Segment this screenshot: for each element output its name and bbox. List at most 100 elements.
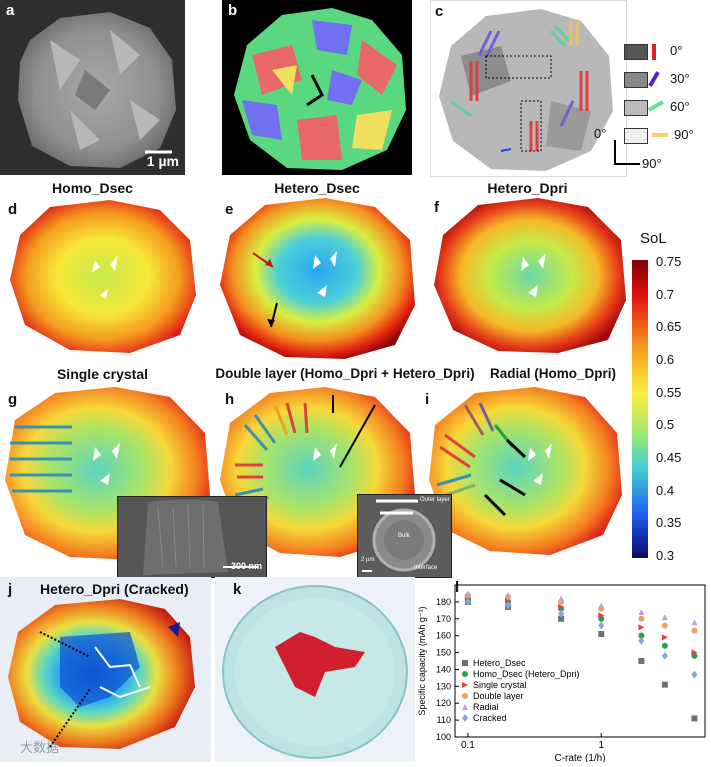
axis-v-line	[614, 140, 616, 164]
capacity-chart: 100 110 120 130 140 150 160 170 180 0.1 1 C-rate (1…	[417, 584, 706, 764]
panel-b: b	[222, 0, 412, 175]
panel-letter-d: d	[8, 201, 18, 218]
y-tick-label: 150	[436, 648, 451, 658]
data-point	[661, 614, 668, 621]
colorbar: SoL 0.75 0.7 0.65 0.6 0.55 0.5 0.45 0.4 0.35 0.3	[630, 230, 711, 563]
axis-h-label: 90°	[642, 156, 662, 171]
panel-letter-g: g	[8, 391, 18, 408]
colorbar-tick: 0.4	[656, 482, 675, 498]
caption-hetero-dsec: Hetero_Dsec	[274, 180, 360, 196]
colorbar-gradient	[632, 260, 648, 558]
legend-entry: Homo_Dsec (Hetero_Dpri)	[473, 669, 580, 679]
data-point	[638, 615, 645, 622]
legend-entry: Single crystal	[473, 680, 527, 690]
data-point	[598, 602, 605, 609]
data-point	[462, 682, 468, 688]
axis-v-label: 0°	[594, 126, 607, 141]
data-point	[558, 603, 565, 610]
data-point	[462, 660, 468, 666]
colorbar-tick: 0.55	[656, 384, 682, 400]
legend-bar-90	[652, 133, 668, 137]
legend-entry: Double layer	[473, 691, 524, 701]
legend-bar-0	[652, 44, 656, 60]
y-tick-label: 140	[436, 664, 451, 674]
data-point	[558, 609, 565, 618]
axis-h-line	[614, 163, 640, 165]
colorbar-title: SoL	[640, 230, 667, 247]
sol-map-i	[429, 387, 622, 555]
data-point	[558, 595, 565, 602]
data-point	[462, 714, 468, 722]
legend-label-60: 60°	[670, 99, 690, 114]
caption-homo-dsec: Homo_Dsec	[52, 180, 133, 196]
y-tick-label: 120	[436, 698, 451, 708]
panel-k: k	[215, 577, 415, 762]
inset-sem-interface: Interface	[414, 565, 438, 571]
grain-map-image	[234, 8, 406, 170]
legend-swatch-0	[624, 44, 648, 60]
data-point	[462, 704, 468, 710]
data-point	[691, 627, 698, 634]
y-tick-label: 160	[436, 631, 451, 641]
panel-letter-k: k	[233, 581, 242, 598]
panel-letter-e: e	[225, 201, 234, 218]
panel-j: j Hetero_Dpri (Cracked) 大数据	[0, 577, 211, 762]
panel-letter-j: j	[8, 581, 13, 598]
data-point	[661, 681, 668, 688]
data-point	[661, 634, 668, 641]
data-point	[462, 671, 468, 677]
y-tick-label: 170	[436, 614, 451, 624]
legend-entry: Radial	[473, 702, 499, 712]
data-point	[638, 632, 645, 639]
data-point	[598, 621, 605, 630]
y-tick-label: 180	[436, 597, 451, 607]
data-point	[558, 615, 565, 622]
panel-a: a 1 µm	[0, 0, 185, 175]
panel-f: f	[428, 195, 628, 355]
sol-map-double-layer	[220, 198, 415, 359]
data-point	[661, 622, 668, 629]
colorbar-tick: 0.75	[656, 254, 682, 269]
colorbar-tick: 0.45	[656, 450, 682, 465]
orientation-legend: 0° 30° 60° 90°	[624, 43, 711, 144]
panel-j-title: Hetero_Dpri (Cracked)	[40, 581, 189, 597]
colorbar-tick: 0.65	[656, 319, 682, 335]
sem-particle-image	[0, 0, 185, 175]
x-tick-label: 1	[598, 740, 604, 751]
data-point	[462, 693, 468, 699]
legend-entry: Hetero_Dsec	[473, 658, 526, 668]
legend-bar-30	[648, 71, 660, 87]
panel-letter-c: c	[435, 3, 444, 20]
panel-i: i	[425, 385, 625, 560]
inset-sem-bulk: Bulk	[398, 533, 410, 539]
data-point	[691, 715, 698, 722]
data-point	[598, 630, 605, 637]
watermark: 大数据	[20, 740, 60, 755]
data-point	[464, 597, 471, 606]
colorbar-tick: 0.3	[656, 548, 675, 563]
orientation-map-image	[439, 9, 613, 171]
y-tick-label: 110	[437, 715, 451, 725]
data-point	[505, 601, 512, 610]
y-tick-label: 100	[436, 732, 451, 742]
panel-letter-a: a	[6, 2, 15, 19]
sol-map-radial	[434, 198, 626, 353]
x-axis-label: C-rate (1/h)	[554, 753, 605, 762]
panel-letter-h: h	[225, 391, 235, 408]
caption-radial: Radial (Homo_Dpri)	[489, 366, 616, 381]
legend-bar-60	[648, 100, 664, 112]
sol-map-single-crystal	[10, 200, 196, 353]
colorbar-tick: 0.35	[656, 515, 682, 531]
x-tick-label: 0.1	[461, 740, 475, 751]
inset-tem-scale: 300 nm	[230, 561, 262, 571]
y-tick-label: 130	[436, 681, 451, 691]
data-point	[598, 612, 605, 619]
inset-sem-outer: Outer layer	[420, 497, 450, 503]
data-point	[691, 670, 698, 679]
caption-double-layer: Double layer (Homo_Dpri + Hetero_Dpri)	[215, 366, 475, 381]
3d-reconstruction	[222, 585, 408, 759]
data-point	[638, 658, 645, 664]
panel-e: e	[215, 195, 420, 360]
panel-l: 100 110 120 130 140 150 160 170 180 0.1 1 C-rate (1…	[415, 577, 711, 764]
axis-indicator: 0° 90°	[594, 126, 680, 178]
